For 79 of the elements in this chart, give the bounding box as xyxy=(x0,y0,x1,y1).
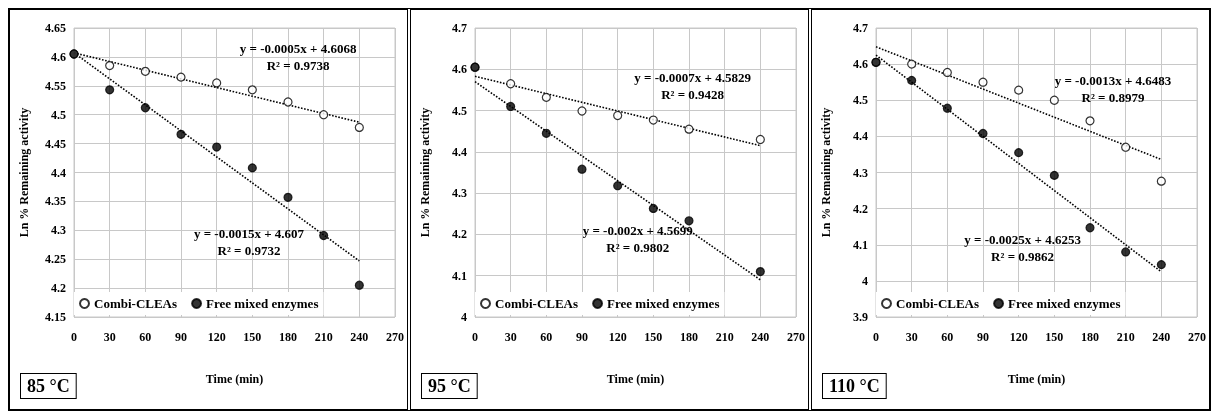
y-axis-title: Ln % Remaining activity xyxy=(418,107,432,238)
y-tick-label: 4.2 xyxy=(51,281,66,296)
y-tick-label: 4.4 xyxy=(853,129,868,144)
y-tick-label: 4.3 xyxy=(51,223,66,238)
x-tick-label: 180 xyxy=(680,330,698,344)
y-tick-label: 4.7 xyxy=(853,21,868,35)
x-axis-title: Time (min) xyxy=(205,372,264,386)
legend-label: Free mixed enzymes xyxy=(607,296,720,311)
x-axis-title: Time (min) xyxy=(1007,372,1066,386)
y-tick-label: 4.1 xyxy=(452,268,467,283)
x-tick-label: 0 xyxy=(873,330,879,344)
x-tick-label: 180 xyxy=(1081,330,1099,344)
annotation: y = -0.0015x + 4.607 R² = 0.9732 xyxy=(193,225,305,258)
y-tick-label: 4.6 xyxy=(452,62,467,77)
x-tick-label: 150 xyxy=(644,330,663,344)
x-tick-label: 150 xyxy=(1045,330,1064,344)
x-tick-label: 210 xyxy=(1116,330,1135,344)
y-tick-label: 4.7 xyxy=(452,21,467,35)
y-tick-label: 4.2 xyxy=(853,201,868,216)
y-axis-title: Ln % Remaining activity xyxy=(17,107,31,238)
x-tick-label: 240 xyxy=(751,330,770,344)
x-tick-label: 90 xyxy=(175,330,187,344)
x-tick-label: 270 xyxy=(386,330,404,344)
x-tick-label: 270 xyxy=(787,330,805,344)
y-tick-label: 4.5 xyxy=(51,107,66,122)
y-tick-label: 4.6 xyxy=(51,49,66,64)
y-tick-label: 4.25 xyxy=(45,252,66,267)
x-tick-label: 180 xyxy=(279,330,297,344)
y-tick-label: 4.45 xyxy=(45,136,66,151)
y-tick-label: 4 xyxy=(461,310,467,324)
x-tick-label: 270 xyxy=(1188,330,1206,344)
y-tick-label: 4.4 xyxy=(51,165,66,180)
y-tick-label: 4.35 xyxy=(45,194,66,209)
x-axis-title: Time (min) xyxy=(606,372,665,386)
x-tick-label: 120 xyxy=(207,330,226,344)
x-tick-label: 150 xyxy=(243,330,262,344)
x-tick-label: 90 xyxy=(576,330,588,344)
x-tick-label: 60 xyxy=(540,330,553,344)
legend-label: Free mixed enzymes xyxy=(206,296,319,311)
annotation: y = -0.0007x + 4.5829 R² = 0.9428 xyxy=(634,69,752,102)
x-tick-label: 0 xyxy=(472,330,478,344)
legend-label: Combi-CLEAs xyxy=(495,296,579,311)
y-tick-label: 4.15 xyxy=(45,310,66,324)
text: 85 °C xyxy=(27,376,70,396)
y-tick-label: 4.3 xyxy=(452,186,467,201)
x-tick-label: 0 xyxy=(71,330,77,344)
y-tick-label: 4 xyxy=(862,273,868,288)
x-tick-label: 30 xyxy=(504,330,517,344)
x-tick-label: 60 xyxy=(941,330,954,344)
annotation: y = -0.0013x + 4.6483 R² = 0.8979 xyxy=(1054,72,1172,105)
y-tick-label: 4.55 xyxy=(45,78,66,93)
legend-label: Free mixed enzymes xyxy=(1008,296,1121,311)
y-tick-label: 4.3 xyxy=(853,165,868,180)
x-tick-label: 120 xyxy=(608,330,627,344)
x-tick-label: 240 xyxy=(1152,330,1171,344)
y-tick-label: 4.1 xyxy=(853,237,868,252)
y-tick-label: 4.4 xyxy=(452,144,467,159)
annotation: y = -0.0025x + 4.6253 R² = 0.9862 xyxy=(964,231,1082,264)
x-tick-label: 90 xyxy=(977,330,989,344)
x-tick-label: 60 xyxy=(139,330,152,344)
y-tick-label: 4.2 xyxy=(452,227,467,242)
y-tick-label: 4.6 xyxy=(853,57,868,72)
text: 110 °C xyxy=(829,376,880,396)
x-tick-label: 120 xyxy=(1009,330,1028,344)
legend-label: Combi-CLEAs xyxy=(896,296,980,311)
x-tick-label: 210 xyxy=(314,330,333,344)
legend-label: Combi-CLEAs xyxy=(94,296,178,311)
annotation: y = -0.002x + 4.5699 R² = 0.9802 xyxy=(582,222,694,255)
y-tick-label: 3.9 xyxy=(853,310,868,324)
x-tick-label: 30 xyxy=(103,330,116,344)
annotation: y = -0.0005x + 4.6068 R² = 0.9738 xyxy=(239,40,357,73)
y-tick-label: 4.65 xyxy=(45,21,66,35)
x-tick-label: 210 xyxy=(715,330,734,344)
y-axis-title: Ln % Remaining activity xyxy=(819,107,833,238)
text: 95 °C xyxy=(428,376,471,396)
x-tick-label: 240 xyxy=(350,330,369,344)
x-tick-label: 30 xyxy=(905,330,918,344)
y-tick-label: 4.5 xyxy=(853,93,868,108)
y-tick-label: 4.5 xyxy=(452,103,467,118)
